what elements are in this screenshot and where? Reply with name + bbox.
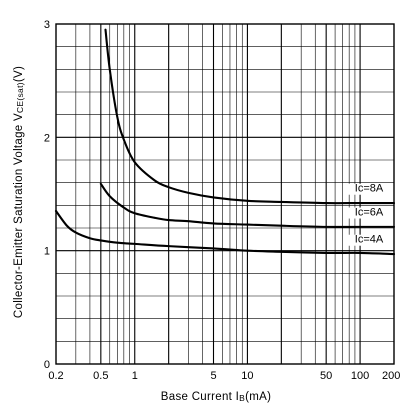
y-tick-label: 2	[44, 132, 50, 144]
y-tick-labels: 0 1 2 3	[44, 19, 50, 371]
x-tick-label: 1	[132, 370, 138, 382]
series-label-background	[346, 207, 393, 219]
x-tick-label: 200	[382, 370, 400, 382]
grid-major	[56, 24, 394, 364]
series-line-2	[54, 209, 396, 256]
y-tick-label: 0	[44, 359, 50, 371]
series-line-0	[104, 28, 396, 205]
x-tick-labels: 0.2 0.5 1 5 10 50 100 200	[48, 370, 400, 382]
series-group	[54, 28, 396, 256]
series-labels: Ic=8A Ic=6A Ic=4A	[346, 183, 393, 246]
series-label-background	[346, 234, 393, 246]
series-label-0: Ic=8A	[355, 183, 384, 195]
x-tick-label: 0.5	[93, 370, 108, 382]
x-tick-label: 5	[210, 370, 216, 382]
series-line-1	[99, 182, 396, 229]
x-tick-label: 50	[320, 370, 332, 382]
series-label-2: Ic=4A	[355, 234, 384, 246]
x-tick-label: 100	[351, 370, 369, 382]
plot-frame	[55, 23, 395, 365]
y-tick-label: 3	[44, 19, 50, 31]
x-axis-title: Base Current IB(mA)	[161, 391, 271, 403]
y-tick-label: 1	[44, 246, 50, 258]
series-label-background	[346, 183, 393, 195]
y-axis-title: Collector-Emitter Saturation Voltage VCE…	[13, 66, 25, 318]
series-label-1: Ic=6A	[355, 207, 384, 219]
x-tick-label: 0.2	[48, 370, 63, 382]
x-tick-label: 10	[241, 370, 253, 382]
